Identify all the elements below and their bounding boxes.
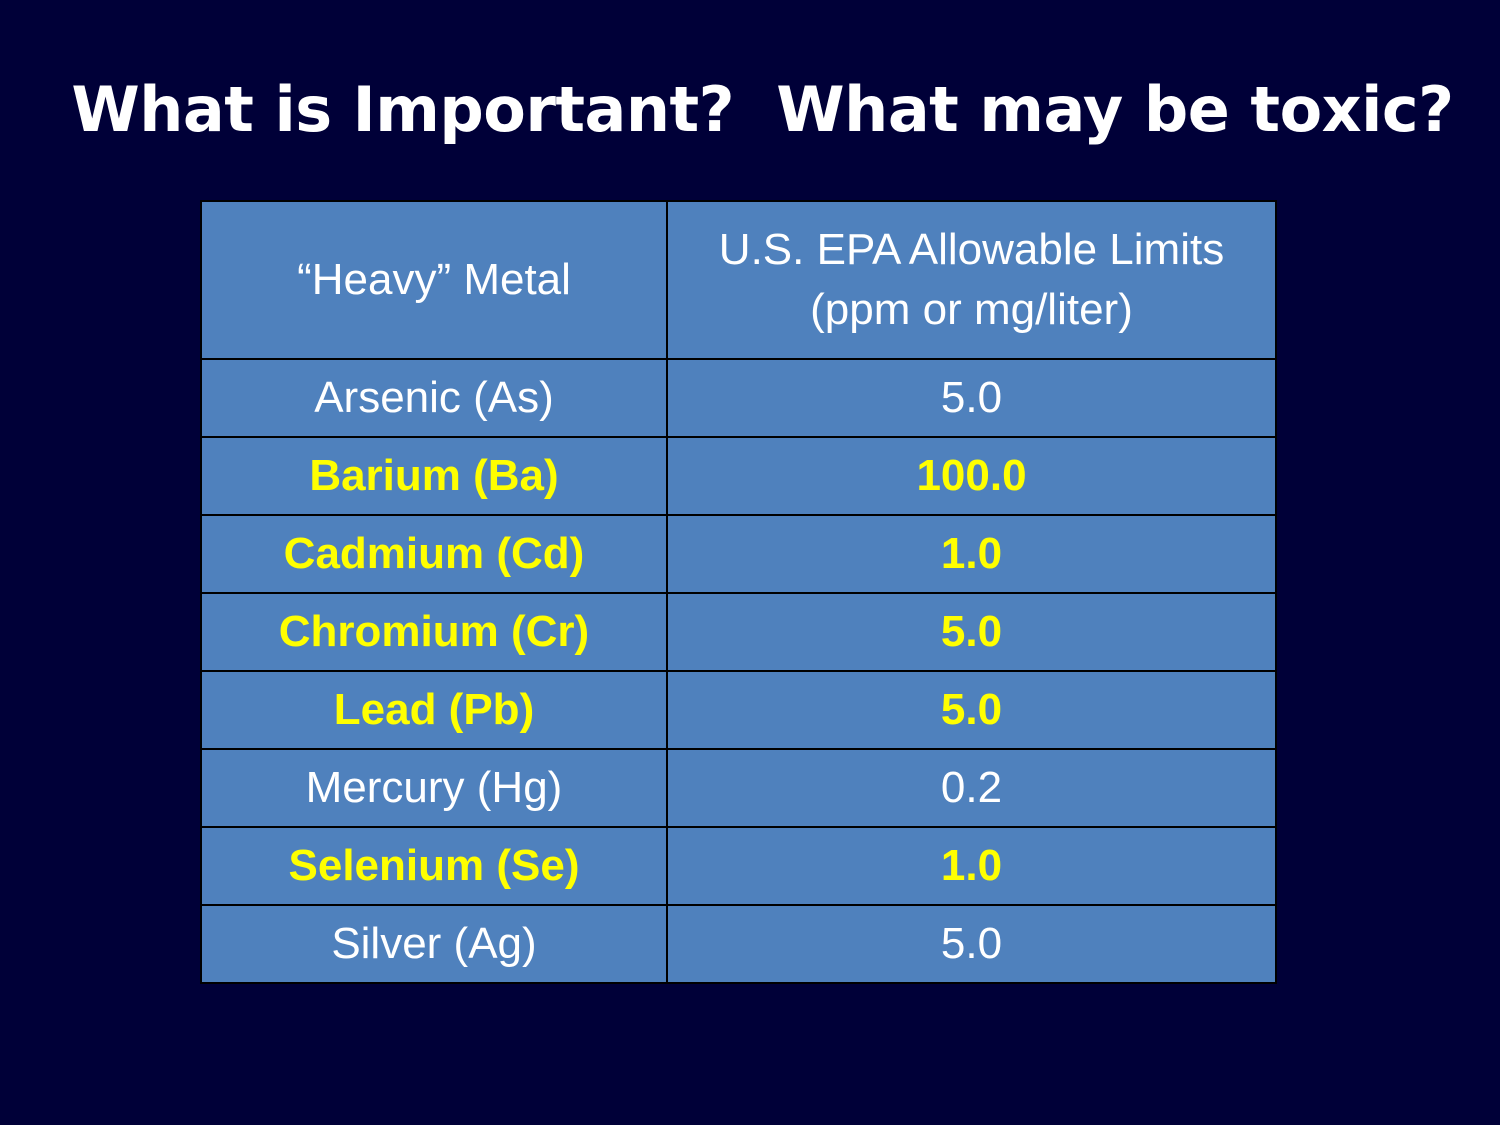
- table-row: Cadmium (Cd) 1.0: [200, 514, 1277, 594]
- limit-value-cell: 5.0: [666, 904, 1277, 984]
- table-row: Silver (Ag) 5.0: [200, 904, 1277, 984]
- heavy-metals-table: “Heavy” Metal U.S. EPA Allowable Limits …: [200, 200, 1277, 984]
- table-row: Selenium (Se) 1.0: [200, 826, 1277, 906]
- header-epa-limits-line2: (ppm or mg/liter): [810, 285, 1133, 334]
- header-heavy-metal: “Heavy” Metal: [200, 200, 668, 360]
- metal-name-cell: Lead (Pb): [200, 670, 668, 750]
- metal-name-cell: Barium (Ba): [200, 436, 668, 516]
- metal-name-cell: Cadmium (Cd): [200, 514, 668, 594]
- limit-value-cell: 1.0: [666, 826, 1277, 906]
- metal-name-cell: Mercury (Hg): [200, 748, 668, 828]
- table-row: Lead (Pb) 5.0: [200, 670, 1277, 750]
- table-row: Chromium (Cr) 5.0: [200, 592, 1277, 672]
- limit-value-cell: 1.0: [666, 514, 1277, 594]
- metal-name-cell: Arsenic (As): [200, 358, 668, 438]
- metal-name-cell: Silver (Ag): [200, 904, 668, 984]
- slide-title: What is Important? What may be toxic?: [71, 73, 1454, 146]
- header-epa-limits-line1: U.S. EPA Allowable Limits: [718, 225, 1225, 274]
- limit-value-cell: 0.2: [666, 748, 1277, 828]
- table-row: Arsenic (As) 5.0: [200, 358, 1277, 438]
- table-header-row: “Heavy” Metal U.S. EPA Allowable Limits …: [200, 200, 1277, 360]
- metal-name-cell: Selenium (Se): [200, 826, 668, 906]
- limit-value-cell: 100.0: [666, 436, 1277, 516]
- table-row: Mercury (Hg) 0.2: [200, 748, 1277, 828]
- limit-value-cell: 5.0: [666, 358, 1277, 438]
- table-row: Barium (Ba) 100.0: [200, 436, 1277, 516]
- limit-value-cell: 5.0: [666, 592, 1277, 672]
- header-epa-limits: U.S. EPA Allowable Limits (ppm or mg/lit…: [666, 200, 1277, 360]
- limit-value-cell: 5.0: [666, 670, 1277, 750]
- metal-name-cell: Chromium (Cr): [200, 592, 668, 672]
